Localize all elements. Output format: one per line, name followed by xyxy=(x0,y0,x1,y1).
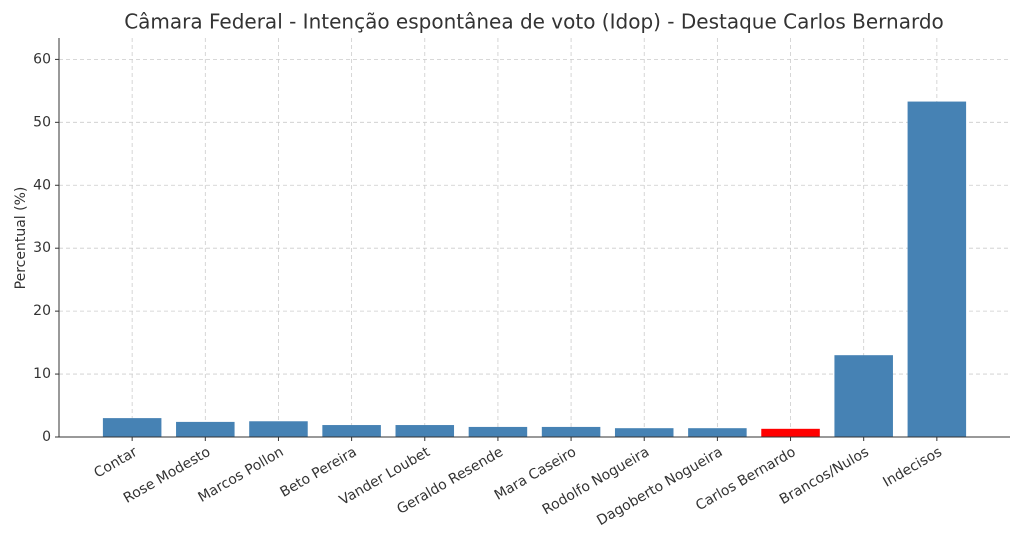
x-tick-label: Contar xyxy=(91,444,140,481)
bar xyxy=(688,428,747,437)
y-tick-label: 20 xyxy=(33,303,51,319)
y-tick-label: 60 xyxy=(33,51,51,67)
x-tick-label: Dagoberto Nogueira xyxy=(594,444,725,529)
y-axis-label: Percentual (%) xyxy=(13,187,29,290)
bar xyxy=(102,418,162,437)
bar xyxy=(395,425,455,437)
bar xyxy=(907,101,967,437)
y-tick-label: 0 xyxy=(42,429,51,445)
bar xyxy=(761,428,820,437)
bar xyxy=(834,355,893,437)
bar xyxy=(541,426,601,437)
y-tick-label: 50 xyxy=(33,114,51,130)
y-tick-label: 40 xyxy=(33,177,51,193)
x-tick-label: Indecisos xyxy=(880,444,945,490)
bar xyxy=(322,425,381,437)
bar xyxy=(614,428,674,437)
y-tick-label: 10 xyxy=(33,366,51,382)
bar xyxy=(176,421,235,437)
bar xyxy=(249,421,308,437)
bar xyxy=(468,426,528,437)
y-tick-label: 30 xyxy=(33,240,51,256)
chart-title: Câmara Federal - Intenção espontânea de … xyxy=(124,10,944,34)
